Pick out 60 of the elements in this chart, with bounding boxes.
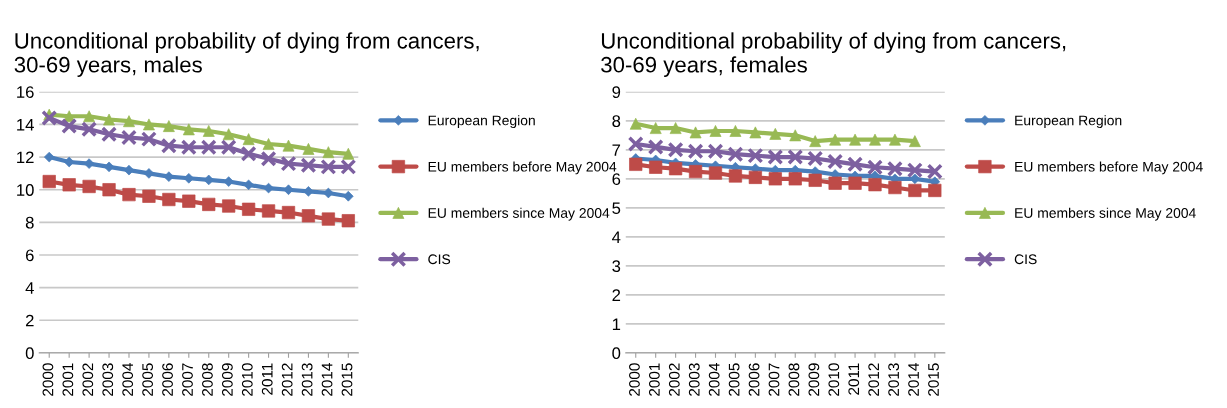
y-tick-label: 10 [17, 184, 34, 196]
x-tick-label: 2002 [668, 363, 680, 396]
x-tick-label: 2007 [768, 363, 780, 396]
y-tick-label: 5 [612, 202, 621, 215]
x-tick-label: 2010 [241, 363, 253, 396]
y-tick-label: 6 [25, 249, 34, 262]
y-tick-label: 0 [612, 347, 621, 360]
legend-label: European Region [1015, 115, 1122, 129]
x-tick-label: 2001 [648, 363, 660, 396]
x-tick-label: 2007 [182, 363, 193, 396]
y-tick-label: 0 [25, 347, 34, 360]
x-tick-label: 2005 [728, 363, 740, 396]
x-tick-label: 2010 [828, 363, 840, 396]
y-tick-label: 4 [612, 231, 621, 243]
y-tick-label: 4 [25, 282, 34, 294]
x-tick-label: 2011 [261, 363, 273, 395]
x-tick-label: 2008 [202, 363, 213, 396]
x-tick-label: 2008 [788, 363, 800, 396]
y-tick-label: 3 [612, 260, 621, 273]
x-tick-label: 2012 [868, 363, 880, 396]
x-tick-label: 2003 [102, 363, 114, 396]
x-tick-label: 2006 [162, 363, 173, 396]
y-tick-label: 16 [17, 86, 34, 98]
legend-label: CIS [428, 254, 451, 265]
x-tick-label: 2002 [82, 363, 94, 396]
y-tick-label: 2 [612, 289, 621, 301]
x-tick-label: 2004 [708, 363, 720, 396]
y-tick-label: 7 [612, 144, 621, 156]
y-tick-label: 1 [612, 318, 621, 330]
y-tick-label: 2 [25, 314, 34, 327]
x-tick-label: 2011 [848, 363, 860, 395]
x-tick-label: 2014 [321, 363, 333, 396]
x-tick-label: 2003 [688, 363, 700, 396]
y-tick-label: 6 [612, 173, 621, 186]
x-tick-label: 2015 [928, 363, 939, 396]
x-tick-label: 2000 [42, 363, 54, 396]
x-tick-label: 2013 [301, 363, 313, 396]
legend-label: EU members since May 2004 [1015, 207, 1196, 221]
chart-title: Unconditional probability of dying from cancers, 30-69 years, males [14, 32, 479, 77]
x-tick-label: 2001 [62, 363, 74, 396]
y-tick-label: 12 [17, 151, 34, 164]
x-tick-label: 2005 [142, 363, 154, 396]
y-tick-label: 8 [25, 216, 34, 229]
x-tick-label: 2009 [221, 363, 233, 396]
legend-label: EU members before May 2004 [1015, 161, 1203, 175]
legend-label: CIS [1014, 254, 1037, 265]
chart-title: Unconditional probability of dying from cancers, 30-69 years, females [601, 32, 1066, 77]
x-tick-label: 2013 [888, 363, 900, 396]
x-tick-label: 2009 [808, 363, 820, 396]
x-tick-label: 2006 [748, 363, 760, 396]
legend-label: EU members since May 2004 [428, 207, 610, 221]
x-tick-label: 2004 [122, 363, 134, 396]
y-tick-label: 14 [17, 119, 34, 131]
x-tick-label: 2012 [281, 363, 293, 396]
y-tick-label: 8 [612, 115, 621, 128]
y-tick-label: 9 [612, 86, 621, 98]
legend-label: European Region [428, 115, 535, 129]
x-tick-label: 2015 [341, 363, 353, 396]
x-tick-label: 2000 [629, 363, 640, 396]
x-tick-label: 2014 [908, 363, 919, 396]
